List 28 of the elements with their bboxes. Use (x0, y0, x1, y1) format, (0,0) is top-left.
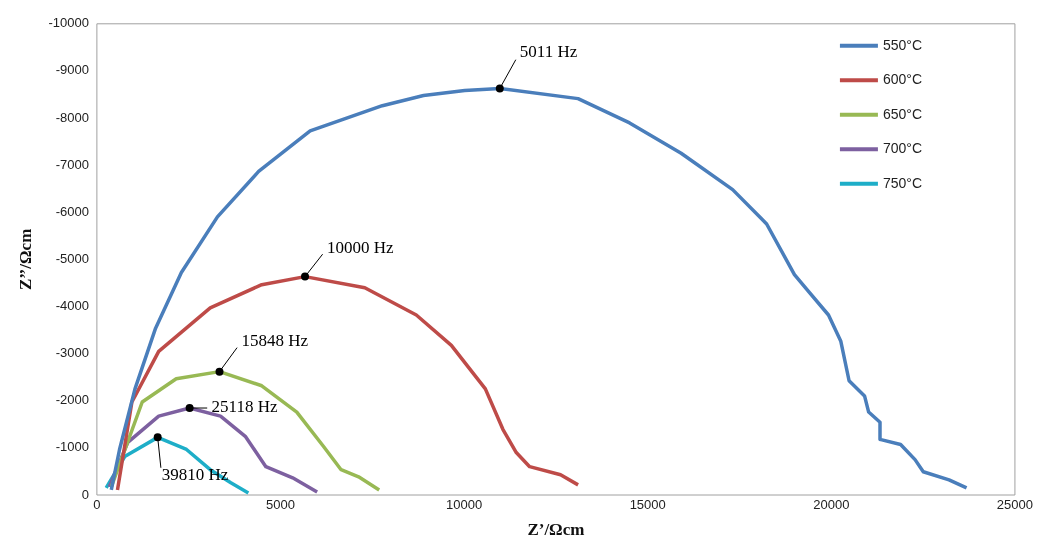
x-tick-label: 20000 (813, 497, 850, 513)
x-tick-label: 15000 (629, 497, 666, 513)
legend-label: 750°C (882, 174, 922, 191)
x-tick-label: 25000 (996, 497, 1033, 513)
legend-label: 600°C (882, 71, 922, 88)
x-tick-label: 10000 (446, 497, 483, 513)
y-tick-label: -1000 (55, 439, 89, 455)
legend-label: 700°C (882, 140, 922, 157)
y-axis-title: Z’’/Ωcm (15, 228, 35, 291)
y-tick-label: -7000 (55, 156, 89, 172)
legend-label: 650°C (882, 105, 922, 122)
y-tick-label: -8000 (55, 109, 89, 125)
y-tick-label: -6000 (55, 203, 89, 219)
x-axis-title: Z’/Ωcm (527, 520, 585, 540)
y-tick-label: -2000 (55, 392, 89, 408)
y-tick-label: -3000 (55, 345, 89, 361)
x-tick-label: 0 (93, 497, 101, 513)
annotation: 10000 Hz (327, 238, 395, 258)
legend-label: 550°C (882, 36, 922, 53)
y-tick-label: 0 (81, 486, 89, 502)
annotation: 25118 Hz (211, 397, 278, 417)
annotation: 15848 Hz (241, 331, 309, 351)
y-tick-label: -5000 (55, 250, 89, 266)
y-tick-label: -4000 (55, 298, 89, 314)
y-tick-label: -10000 (48, 15, 89, 31)
annotation: 5011 Hz (519, 41, 578, 61)
y-tick-label: -9000 (55, 62, 89, 78)
x-tick-label: 5000 (266, 497, 295, 513)
